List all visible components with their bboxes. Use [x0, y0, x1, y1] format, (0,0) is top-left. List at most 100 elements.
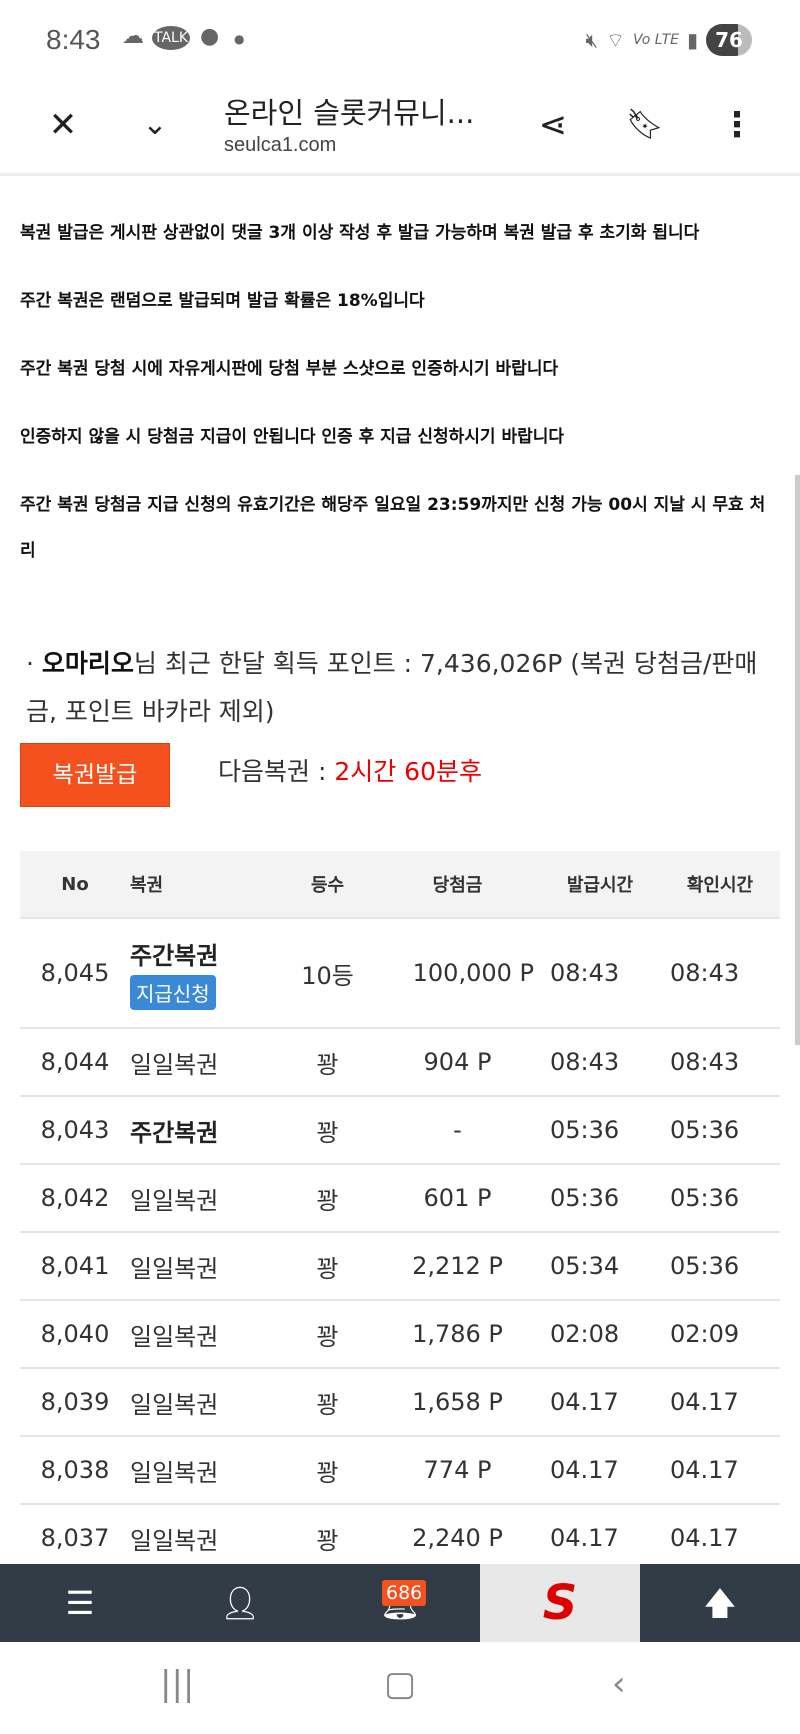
row-number: 8,044	[20, 1028, 130, 1097]
prize-text: 2,240 P	[412, 1524, 503, 1552]
battery-indicator: 76	[706, 24, 752, 56]
row-number: 8,040	[20, 1300, 130, 1369]
issued-time: 08:43	[540, 1028, 660, 1097]
column-header: 발급시간	[540, 851, 660, 919]
kakaotalk-icon: TALK	[152, 26, 191, 50]
back-icon[interactable]: ‹	[612, 1664, 626, 1704]
page-url[interactable]: seulca1.com	[224, 134, 337, 156]
lottery-type-text: 일일복권	[130, 1458, 219, 1487]
signal-icon: ▮	[686, 28, 698, 52]
lottery-type: 일일복권	[130, 1504, 280, 1573]
chevron-down-icon[interactable]: ⌄	[142, 107, 168, 142]
lottery-type-text: 일일복권	[130, 1050, 219, 1079]
rank: 꽝	[280, 1096, 375, 1165]
rank-text: 꽝	[316, 1390, 339, 1419]
row-number-text: 8,037	[40, 1524, 110, 1552]
row-number-text: 8,042	[40, 1184, 110, 1212]
rank: 꽝	[280, 1436, 375, 1505]
table-row: 8,037 일일복권 꽝 2,240 P 04.17 04.17	[20, 1504, 780, 1573]
prize-text: 774 P	[423, 1456, 492, 1484]
lottery-type-text: 일일복권	[130, 1322, 219, 1351]
checked-time-text: 05:36	[670, 1184, 740, 1212]
row-number-text: 8,039	[40, 1388, 110, 1416]
row-number-text: 8,040	[40, 1320, 110, 1348]
notice-list: 복권 발급은 게시판 상관없이 댓글 3개 이상 작성 후 발급 가능하며 복권…	[20, 210, 780, 596]
lottery-type: 일일복권	[130, 1436, 280, 1505]
table-row: 8,040 일일복권 꽝 1,786 P 02:08 02:09	[20, 1300, 780, 1369]
prize-text: -	[453, 1116, 462, 1144]
notice-item: 주간 복권은 랜덤으로 발급되며 발급 확률은 18%입니다	[20, 291, 425, 311]
more-options-icon[interactable]: ⋮	[720, 105, 754, 145]
lottery-type-text: 일일복권	[130, 1390, 219, 1419]
checked-time-text: 04.17	[670, 1388, 739, 1416]
checked-time-text: 05:36	[670, 1116, 740, 1144]
checked-time-text: 02:09	[670, 1320, 740, 1348]
lottery-type: 일일복권	[130, 1300, 280, 1369]
table-row: 8,041 일일복권 꽝 2,212 P 05:34 05:36	[20, 1232, 780, 1301]
points-summary: · 오마리오님 최근 한달 획득 포인트 : 7,436,026P (복권 당첨…	[26, 640, 786, 736]
scrollbar[interactable]	[795, 475, 800, 1045]
rank-text: 꽝	[316, 1526, 339, 1555]
issue-lottery-button[interactable]: 복권발급	[20, 743, 170, 807]
rank-text: 꽝	[316, 1254, 339, 1283]
checked-time: 04.17	[660, 1368, 780, 1437]
checked-time: 05:36	[660, 1096, 780, 1165]
column-header: 당첨금	[375, 851, 540, 919]
issued-time: 05:36	[540, 1164, 660, 1233]
more-dot-icon: ●	[234, 32, 245, 46]
next-lottery: 다음복권 : 2시간 60분후	[218, 752, 482, 788]
close-icon[interactable]: ✕	[48, 105, 78, 145]
scroll-top-arrow-icon[interactable]: 🡅	[703, 1584, 737, 1622]
column-header: 등수	[280, 851, 375, 919]
row-number: 8,043	[20, 1096, 130, 1165]
notice-item: 인증하지 않을 시 당첨금 지급이 안됩니다 인증 후 지급 신청하시기 바랍니…	[20, 427, 565, 447]
column-header: 복권	[130, 851, 280, 919]
issued-time: 08:43	[540, 918, 660, 1029]
row-number: 8,038	[20, 1436, 130, 1505]
lottery-type-text: 주간복권	[130, 942, 219, 970]
row-number-text: 8,041	[40, 1252, 110, 1280]
site-logo[interactable]: S	[480, 1564, 640, 1642]
issued-time: 05:34	[540, 1232, 660, 1301]
checked-time-text: 08:43	[670, 959, 740, 987]
rank: 꽝	[280, 1504, 375, 1573]
rank: 꽝	[280, 1368, 375, 1437]
apply-payout-button[interactable]: 지급신청	[130, 975, 216, 1010]
lottery-type-text: 일일복권	[130, 1186, 219, 1215]
notification-bell-icon[interactable]: 🔔︎686	[320, 1564, 480, 1642]
recent-apps-icon[interactable]: |||	[160, 1664, 195, 1704]
checked-time-text: 05:36	[670, 1252, 740, 1280]
lottery-type: 일일복권	[130, 1232, 280, 1301]
status-icons: 🔇︎ ⌔ Vo LTE ▮ 76	[586, 22, 752, 58]
row-number: 8,039	[20, 1368, 130, 1437]
rank-text: 꽝	[316, 1322, 339, 1351]
checked-time-text: 04.17	[670, 1456, 739, 1484]
checked-time: 04.17	[660, 1436, 780, 1505]
rank: 10등	[280, 918, 375, 1029]
next-lottery-countdown: 2시간 60분후	[334, 757, 482, 786]
bookmark-icon[interactable]: 🔖︎	[625, 107, 665, 142]
issued-time-text: 05:34	[550, 1252, 620, 1280]
clock: 8:43	[46, 24, 101, 55]
table-row: 8,044 일일복권 꽝 904 P 08:43 08:43	[20, 1028, 780, 1097]
prize-text: 2,212 P	[412, 1252, 503, 1280]
table-row: 8,042 일일복권 꽝 601 P 05:36 05:36	[20, 1164, 780, 1233]
lottery-type-text: 주간복권	[130, 1118, 219, 1147]
rank-text: 꽝	[316, 1458, 339, 1487]
share-icon[interactable]: ⋖	[538, 105, 568, 145]
lottery-type: 일일복권	[130, 1028, 280, 1097]
issued-time: 05:36	[540, 1096, 660, 1165]
prize: 100,000 P	[375, 918, 540, 1029]
column-header: No	[20, 851, 130, 919]
user-icon[interactable]: 👤︎	[219, 1584, 261, 1622]
home-icon[interactable]: ▢	[384, 1664, 417, 1704]
prize: -	[375, 1096, 540, 1165]
lottery-type: 일일복권	[130, 1164, 280, 1233]
username: 오마리오	[41, 649, 134, 678]
rank: 꽝	[280, 1164, 375, 1233]
issued-time: 04.17	[540, 1504, 660, 1573]
prize-text: 100,000 P	[412, 959, 534, 987]
prize: 904 P	[375, 1028, 540, 1097]
menu-icon[interactable]: ☰	[65, 1584, 95, 1622]
checked-time-text: 08:43	[670, 1048, 740, 1076]
